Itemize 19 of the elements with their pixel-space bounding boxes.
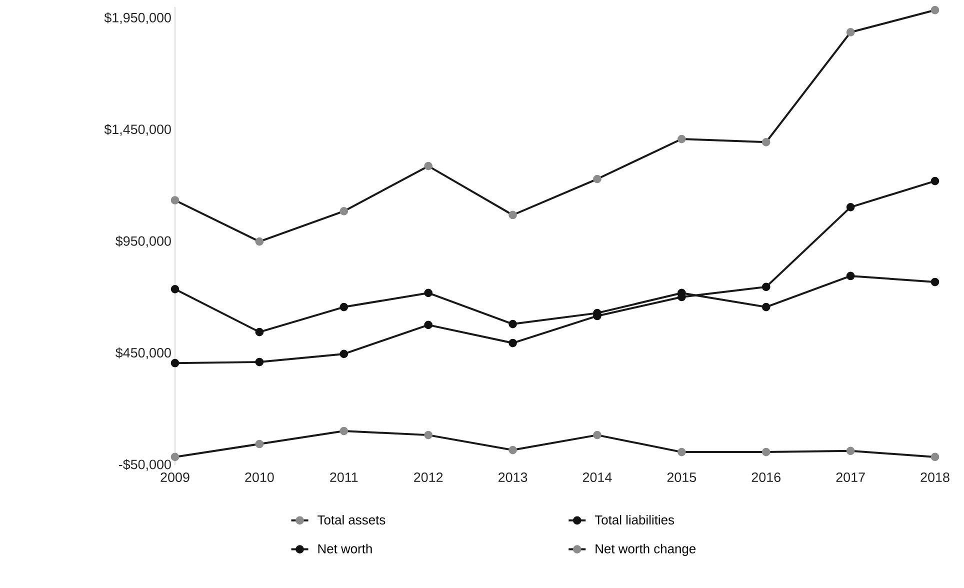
- y-tick-label: $950,000: [116, 236, 171, 248]
- y-tick-label: $1,950,000: [104, 12, 171, 24]
- legend-label: Total assets: [318, 514, 386, 524]
- x-tick-label: 2014: [582, 472, 612, 482]
- x-tick-label: 2012: [414, 472, 443, 482]
- x-tick-label: 2010: [245, 472, 274, 482]
- legend-label: Total liabilities: [594, 514, 674, 524]
- x-tick-label: 2009: [160, 472, 190, 482]
- x-tick-label: 2017: [836, 472, 865, 482]
- legend-label: Net worth change: [596, 544, 696, 556]
- x-tick-label: 2013: [498, 472, 528, 482]
- y-tick-label: $1,450,000: [104, 124, 171, 136]
- legend-label: Net worth: [318, 544, 372, 554]
- y-tick-label: $450,000: [116, 347, 171, 360]
- y-tick-label: -$50,000: [118, 459, 171, 471]
- x-tick-label: 2015: [667, 472, 696, 482]
- x-tick-label: 2018: [920, 472, 950, 482]
- x-tick-label: 2011: [330, 472, 358, 482]
- x-tick-label: 2016: [752, 472, 780, 482]
